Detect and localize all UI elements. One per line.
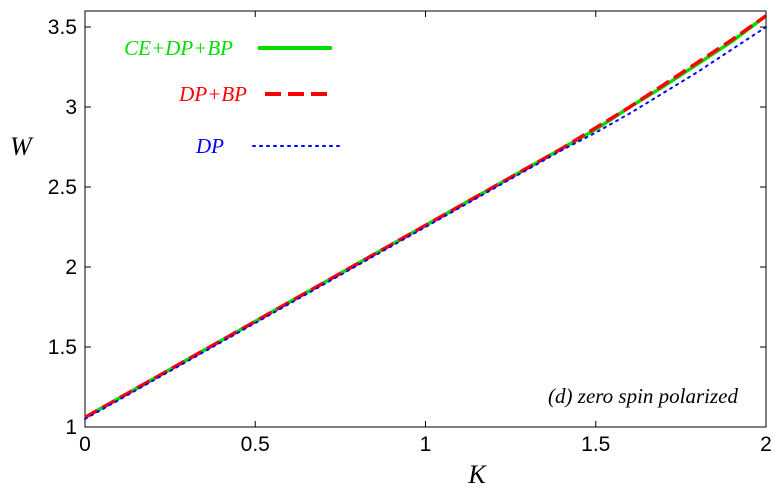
legend-label: DP+BP: [178, 82, 247, 106]
plot-frame: [84, 10, 767, 428]
y-tick-label: 2.5: [48, 176, 77, 199]
series-layer: [84, 14, 768, 420]
y-tick-label: 1: [65, 416, 77, 439]
y-tick-label: 1.5: [48, 336, 77, 359]
legend: CE+DP+BP DP+BP DP: [124, 36, 340, 158]
ticks-layer: 0 0.5 1 1.5 2 1 1.5 2 2.5 3 3.5: [48, 11, 772, 456]
legend-label: DP: [195, 134, 224, 158]
y-tick-label: 3: [65, 96, 77, 119]
x-tick-label: 2: [760, 433, 772, 456]
x-tick-label: 0.5: [241, 433, 270, 456]
chart-annotation: (d) zero spin polarized: [548, 384, 738, 408]
series-line-dp: [84, 26, 767, 420]
y-axis-label: W: [10, 132, 34, 161]
series-line-dp-bp: [84, 14, 768, 419]
x-axis-label: K: [467, 460, 487, 489]
y-tick-label: 3.5: [48, 16, 77, 39]
legend-label: CE+DP+BP: [124, 36, 233, 60]
x-tick-label: 0: [79, 433, 91, 456]
x-tick-label: 1.5: [581, 433, 610, 456]
y-tick-label: 2: [65, 256, 77, 279]
x-tick-label: 1: [420, 433, 432, 456]
